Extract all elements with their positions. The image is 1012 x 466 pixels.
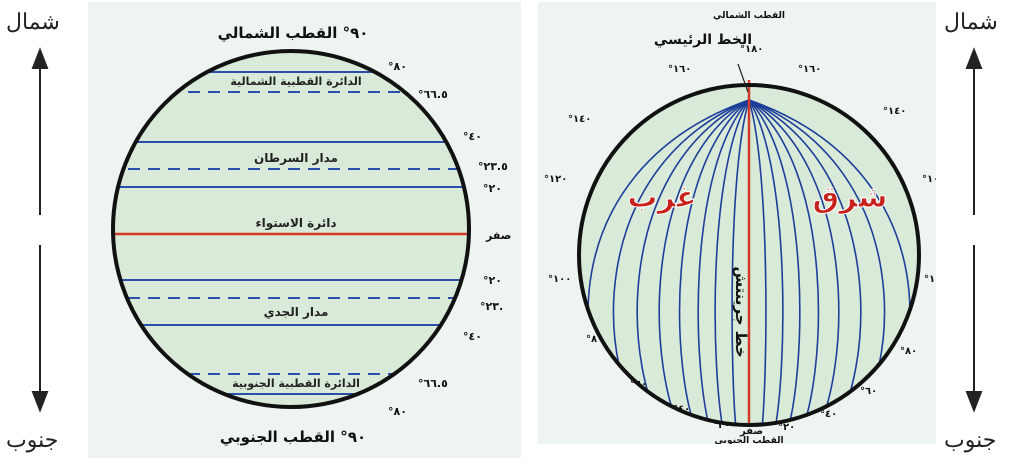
- right-north-arrow: [967, 50, 981, 215]
- tropic-cancer-label: مدار السرطان: [254, 151, 338, 165]
- deg-zero: صفر: [485, 229, 511, 242]
- lon-deg-w80: °٨٠: [586, 334, 603, 345]
- lon-deg-w160: °١٦٠: [668, 64, 691, 75]
- lon-deg-e20: °٢٠: [778, 422, 795, 433]
- longitude-panel: القطب الشمالي الخط الرئيسي القطب الجنوبي…: [538, 2, 936, 444]
- equator-label: دائرة الاستواء: [255, 216, 336, 231]
- lon-deg-w20: °٢٠: [713, 420, 730, 431]
- lon-deg-zero: صفر: [739, 426, 763, 437]
- deg-s665: °٦٦.٥: [418, 377, 448, 390]
- deg-n80: °٨٠: [388, 60, 407, 73]
- lon-deg-e160: °١٦٠: [798, 64, 821, 75]
- south-pole-label: ٩٠° القطب الجنوبي: [220, 428, 366, 446]
- tropic-capricorn-label: مدار الجدي: [264, 305, 329, 319]
- latitude-panel: الدائرة القطبية الشمالية مدار السرطان دا…: [88, 2, 521, 458]
- deg-n40: °٤٠: [463, 130, 482, 143]
- longitude-diagram: القطب الشمالي الخط الرئيسي القطب الجنوبي…: [538, 2, 936, 444]
- lon-deg-e80: °٨٠: [900, 346, 917, 357]
- prime-meridian-label: الخط الرئيسي: [654, 32, 752, 48]
- greenwich-line-label: خط جرينتش: [732, 266, 750, 357]
- arctic-circle-label: الدائرة القطبية الشمالية: [230, 75, 361, 88]
- deg-n20: °٢٠: [483, 182, 502, 195]
- lon-south-pole-label: القطب الجنوبي: [714, 436, 783, 444]
- lon-deg-e140: °١٤٠: [883, 106, 906, 117]
- latitude-diagram: الدائرة القطبية الشمالية مدار السرطان دا…: [88, 2, 521, 458]
- left-south-arrow: [33, 245, 47, 410]
- lon-deg-e120: °١٠: [922, 174, 936, 185]
- west-label: غرب: [627, 180, 696, 215]
- lon-deg-w120: °١٢٠: [544, 174, 567, 185]
- lon-deg-180: °١٨٠: [740, 44, 763, 55]
- left-north-arrow: [33, 50, 47, 215]
- lon-deg-e60: °٦٠: [860, 386, 877, 397]
- lon-deg-e100: °١: [924, 274, 935, 285]
- north-pole-label: ٩٠° القطب الشمالي: [218, 24, 369, 42]
- deg-n665: °٦٦.٥: [418, 88, 448, 101]
- deg-s80: °٨٠: [388, 405, 407, 418]
- lon-deg-w100: °١٠٠: [548, 274, 571, 285]
- east-label: شرق: [813, 180, 888, 215]
- lon-deg-w40: °٤٠: [673, 404, 690, 415]
- deg-n235: °٢٣.٥: [478, 160, 508, 173]
- lon-deg-w140: °١٤٠: [568, 114, 591, 125]
- deg-s40: °٤٠: [463, 330, 482, 343]
- right-south-arrow: [967, 245, 981, 410]
- antarctic-circle-label: الدائرة القطبية الجنوبية: [232, 377, 360, 390]
- lon-deg-e40: °٤٠: [820, 409, 837, 420]
- deg-s235: °٢٣.: [480, 300, 503, 313]
- lon-north-pole-label: القطب الشمالي: [713, 11, 785, 21]
- deg-s20: °٢٠: [483, 274, 502, 287]
- lon-deg-w60: °٦٠: [630, 379, 647, 390]
